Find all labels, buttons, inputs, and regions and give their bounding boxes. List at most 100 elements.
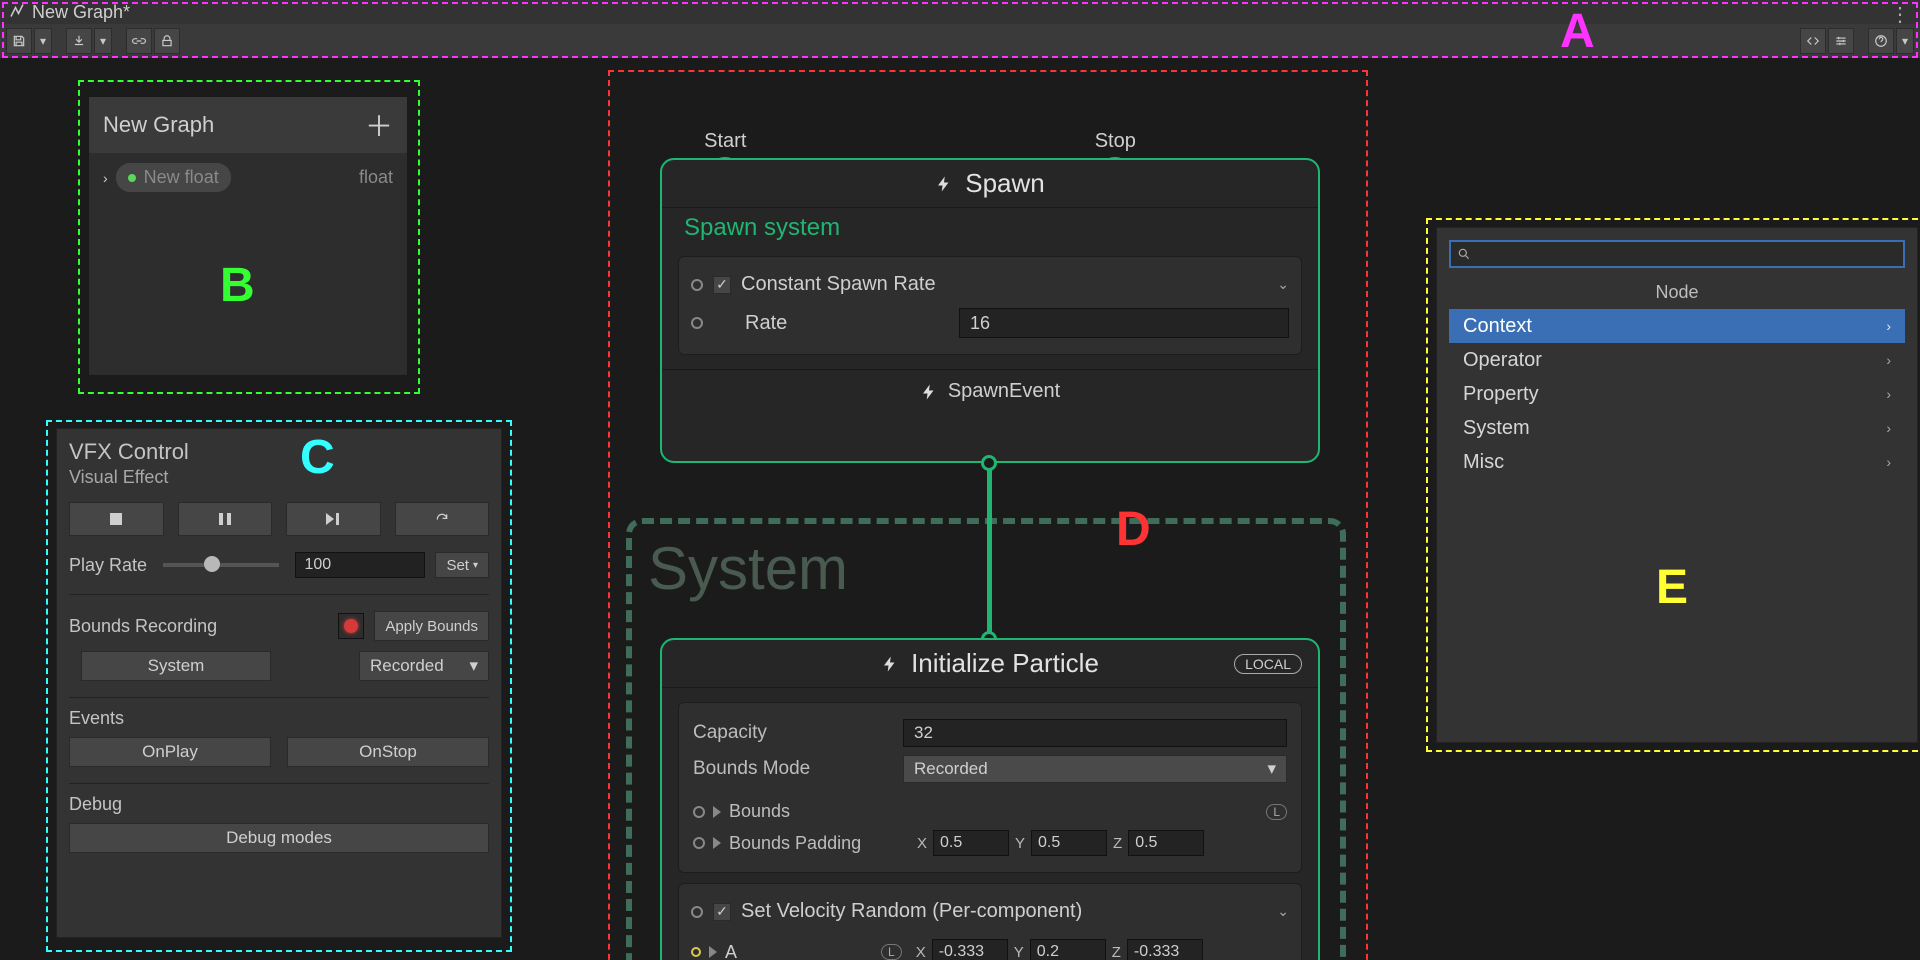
node-menu-item-label: System	[1463, 417, 1530, 440]
toggle-code-button[interactable]	[1800, 28, 1826, 54]
chevron-right-icon: ›	[1886, 420, 1891, 436]
lock-button[interactable]	[154, 28, 180, 54]
annotation-label: E	[1656, 560, 1688, 615]
record-button[interactable]	[338, 613, 364, 639]
save-dropdown[interactable]: ▾	[34, 28, 52, 54]
node-menu-item[interactable]: Context›	[1449, 309, 1905, 343]
initialize-particle-node[interactable]: Initialize Particle LOCAL Capacity Bound…	[660, 638, 1320, 960]
expand-icon[interactable]	[709, 946, 717, 958]
search-icon	[1457, 247, 1471, 261]
help-button[interactable]	[1868, 28, 1894, 54]
spawn-context-node[interactable]: Spawn Spawn system ✓ Constant Spawn Rate…	[660, 158, 1320, 463]
blackboard-item[interactable]: › New float float	[89, 153, 407, 202]
bounds-mode-dropdown[interactable]: Recorded▾	[359, 651, 489, 681]
padding-z[interactable]	[1128, 830, 1204, 856]
compile-button[interactable]	[66, 28, 92, 54]
bounds-padding-port[interactable]	[693, 837, 705, 849]
vec-a-port[interactable]	[691, 947, 701, 957]
setvel-port[interactable]	[691, 906, 703, 918]
spawn-footer: SpawnEvent	[662, 369, 1318, 413]
add-property-button[interactable]: ＋	[365, 105, 393, 145]
blackboard-title: New Graph	[103, 112, 214, 138]
padding-y[interactable]	[1031, 830, 1107, 856]
property-name: New float	[144, 167, 219, 188]
link-button[interactable]	[126, 28, 152, 54]
play-rate-label: Play Rate	[69, 555, 147, 576]
node-menu-item[interactable]: Operator›	[1449, 343, 1905, 377]
blackboard-panel: New Graph ＋ › New float float	[88, 96, 408, 376]
port-stop-label: Stop	[1095, 130, 1136, 153]
bounds-mode-dropdown[interactable]: Recorded▾	[903, 755, 1287, 783]
rate-field[interactable]	[959, 308, 1289, 338]
block-enable-checkbox[interactable]: ✓	[713, 276, 731, 294]
compile-dropdown[interactable]: ▾	[94, 28, 112, 54]
node-menu-item-label: Context	[1463, 315, 1532, 338]
property-pill[interactable]: New float	[116, 163, 231, 192]
restart-button[interactable]	[395, 502, 490, 536]
node-menu-item-label: Operator	[1463, 349, 1542, 372]
bounds-port[interactable]	[693, 806, 705, 818]
padding-x[interactable]	[933, 830, 1009, 856]
a-x[interactable]	[932, 939, 1008, 960]
capacity-field[interactable]	[903, 719, 1287, 747]
bounds-system-button[interactable]: System	[81, 651, 271, 681]
set-velocity-block[interactable]: ✓ Set Velocity Random (Per-component) ⌄ …	[678, 883, 1302, 960]
bolt-icon	[881, 653, 899, 675]
node-menu-item[interactable]: System ›	[1449, 411, 1905, 445]
chevron-right-icon: ›	[1886, 386, 1891, 402]
annotation-label: B	[220, 258, 255, 313]
help-dropdown[interactable]: ▾	[1896, 28, 1914, 54]
setvel-checkbox[interactable]: ✓	[713, 903, 731, 921]
on-play-button[interactable]: OnPlay	[69, 737, 271, 767]
play-rate-field[interactable]	[295, 552, 425, 578]
annotation-label: C	[300, 430, 335, 485]
bounds-mode-label: Bounds Mode	[693, 758, 893, 780]
annotation-label: A	[1560, 4, 1595, 59]
node-menu-item[interactable]: Property›	[1449, 377, 1905, 411]
save-button[interactable]	[6, 28, 32, 54]
block-collapse-icon[interactable]: ⌄	[1277, 276, 1289, 293]
bolt-icon	[920, 381, 938, 403]
vfx-control-subtitle: Visual Effect	[69, 467, 489, 488]
vfx-control-panel: VFX Control Visual Effect Play Rate Set▾…	[56, 428, 502, 938]
spawn-footer-label: SpawnEvent	[948, 380, 1060, 403]
annotation-label: D	[1116, 502, 1151, 557]
node-search-field[interactable]	[1449, 240, 1905, 268]
apply-bounds-button[interactable]: Apply Bounds	[374, 611, 489, 641]
bounds-recording-label: Bounds Recording	[69, 616, 217, 637]
titlebar: New Graph* ⋮	[0, 0, 1920, 24]
setvel-label: Set Velocity Random (Per-component)	[741, 900, 1082, 923]
on-stop-button[interactable]: OnStop	[287, 737, 489, 767]
step-button[interactable]	[286, 502, 381, 536]
play-rate-slider[interactable]	[163, 563, 279, 567]
setvel-collapse-icon[interactable]: ⌄	[1277, 903, 1289, 920]
play-rate-set-button[interactable]: Set▾	[435, 552, 489, 578]
rate-port[interactable]	[691, 317, 703, 329]
vec-a-label: A	[725, 942, 751, 960]
node-menu-header: Node	[1449, 282, 1905, 303]
debug-label: Debug	[69, 794, 489, 815]
rate-label: Rate	[745, 312, 787, 335]
node-search-input[interactable]	[1477, 246, 1897, 263]
bounds-label: Bounds	[729, 801, 869, 822]
expand-icon[interactable]	[713, 806, 721, 818]
node-menu-item[interactable]: Misc›	[1449, 445, 1905, 479]
chevron-right-icon: ›	[1886, 454, 1891, 470]
expand-icon[interactable]	[713, 837, 721, 849]
constant-spawn-rate-block[interactable]: ✓ Constant Spawn Rate ⌄ Rate	[678, 256, 1302, 355]
port-start-label: Start	[704, 130, 746, 153]
stop-button[interactable]	[69, 502, 164, 536]
a-y[interactable]	[1030, 939, 1106, 960]
debug-modes-button[interactable]: Debug modes	[69, 823, 489, 853]
block-port[interactable]	[691, 279, 703, 291]
spawn-subtitle: Spawn system	[662, 208, 1318, 256]
events-label: Events	[69, 708, 489, 729]
pause-button[interactable]	[178, 502, 273, 536]
init-properties-panel: Capacity Bounds Mode Recorded▾ Bounds L …	[678, 702, 1302, 873]
exposed-dot-icon	[128, 174, 136, 182]
bounds-padding-label: Bounds Padding	[729, 833, 909, 854]
flow-edge	[987, 468, 992, 636]
init-title: Initialize Particle	[911, 648, 1099, 679]
a-z[interactable]	[1127, 939, 1203, 960]
settings-sliders-button[interactable]	[1828, 28, 1854, 54]
